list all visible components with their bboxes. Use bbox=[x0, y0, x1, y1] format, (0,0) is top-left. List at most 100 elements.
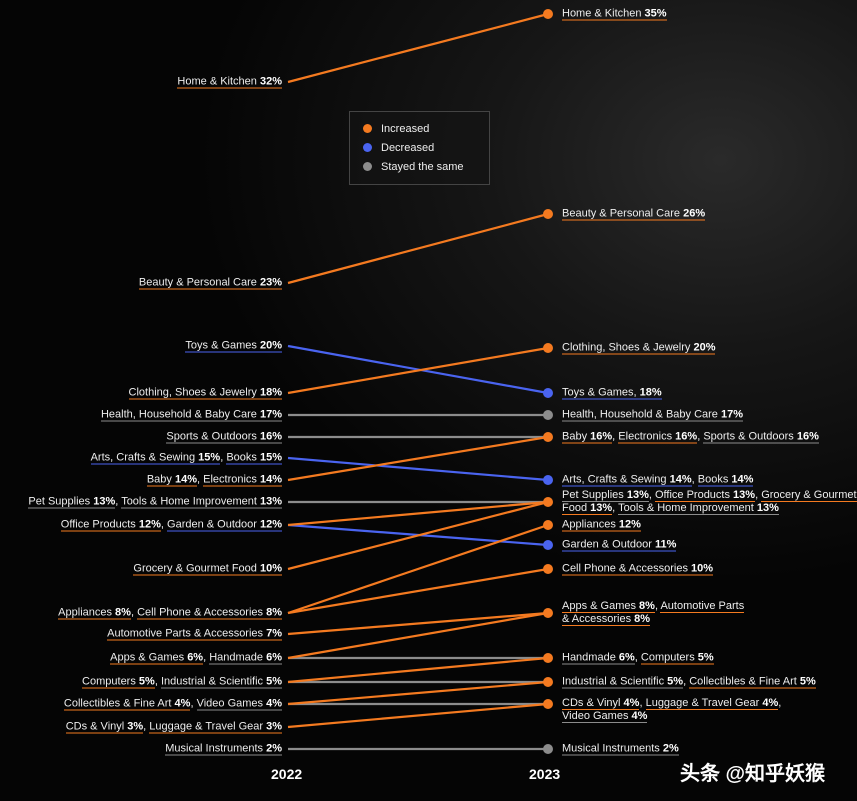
category-value: 2% bbox=[662, 742, 679, 755]
category-name: Automotive Parts & Accessories bbox=[562, 600, 745, 625]
category-value: 12% bbox=[138, 518, 161, 531]
category-value: 4% bbox=[266, 697, 282, 710]
category-name: Electronics bbox=[618, 430, 676, 443]
left-label-group: Health, Household & Baby Care 17% bbox=[100, 408, 282, 422]
category-name: Computers bbox=[640, 651, 698, 664]
category-name: Grocery & Gourmet Food bbox=[562, 489, 857, 514]
category-name: Home & Kitchen bbox=[177, 75, 260, 88]
category-name: Handmade bbox=[209, 651, 267, 664]
category-label: Sports & Outdoors 16% bbox=[166, 430, 282, 444]
category-label: Luggage & Travel Gear 3% bbox=[149, 720, 282, 734]
endpoint-dot bbox=[543, 9, 553, 19]
right-label-group: Cell Phone & Accessories 10% bbox=[562, 562, 857, 576]
category-label: Apps & Games 8% bbox=[562, 600, 655, 613]
endpoint-dot bbox=[543, 497, 553, 507]
category-label: Home & Kitchen 35% bbox=[562, 7, 667, 21]
right-label-group: Musical Instruments 2% bbox=[562, 742, 857, 756]
category-label: Beauty & Personal Care 23% bbox=[138, 276, 282, 290]
category-label: Video Games 4% bbox=[196, 697, 282, 711]
increased-dot-icon bbox=[363, 124, 372, 133]
category-value: 6% bbox=[187, 651, 204, 664]
category-name: Automotive Parts & Accessories bbox=[107, 627, 267, 640]
category-label: Collectibles & Fine Art 4% bbox=[63, 697, 191, 711]
category-name: Beauty & Personal Care bbox=[562, 207, 684, 220]
right-label-group: CDs & Vinyl 4%, Luggage & Travel Gear 4%… bbox=[562, 697, 812, 723]
category-value: 20% bbox=[693, 341, 716, 354]
category-name: Baby bbox=[562, 430, 591, 443]
category-name: Sports & Outdoors bbox=[166, 430, 260, 443]
slope-line bbox=[287, 500, 549, 571]
category-value: 15% bbox=[198, 451, 221, 464]
left-label-group: Automotive Parts & Accessories 7% bbox=[107, 627, 282, 641]
legend-label: Decreased bbox=[381, 141, 435, 154]
watermark: 头条 @知乎妖猴 bbox=[680, 763, 826, 785]
endpoint-dot bbox=[543, 608, 553, 618]
category-label: Toys & Games, 18% bbox=[562, 386, 662, 400]
category-label: Sports & Outdoors 16% bbox=[703, 430, 819, 444]
separator: , bbox=[160, 518, 168, 531]
category-value: 6% bbox=[266, 651, 282, 664]
category-name: Computers bbox=[82, 675, 139, 688]
separator: , bbox=[634, 651, 641, 664]
slope-line bbox=[287, 435, 549, 482]
category-label: Cell Phone & Accessories 8% bbox=[137, 606, 282, 620]
category-value: 20% bbox=[259, 339, 282, 352]
separator: , bbox=[203, 651, 210, 664]
category-value: 13% bbox=[93, 495, 116, 508]
left-label-group: Arts, Crafts & Sewing 15%, Books 15% bbox=[90, 451, 282, 465]
category-label: Musical Instruments 2% bbox=[165, 742, 282, 756]
left-label-group: CDs & Vinyl 3%, Luggage & Travel Gear 3% bbox=[65, 720, 282, 734]
category-name: Appliances bbox=[58, 606, 116, 619]
category-value: 13% bbox=[626, 489, 649, 501]
right-label-group: Industrial & Scientific 5%, Collectibles… bbox=[562, 675, 857, 689]
category-name: Arts, Crafts & Sewing bbox=[90, 451, 199, 464]
category-label: Cell Phone & Accessories 10% bbox=[562, 562, 714, 576]
endpoint-dot bbox=[543, 388, 553, 398]
category-name: Collectibles & Fine Art bbox=[63, 697, 175, 710]
category-label: Books 14% bbox=[697, 473, 754, 487]
endpoint-dot bbox=[543, 744, 553, 754]
category-label: Collectibles & Fine Art 5% bbox=[689, 675, 816, 689]
slope-line bbox=[287, 567, 549, 615]
separator: , bbox=[639, 697, 646, 709]
category-label: Industrial & Scientific 5% bbox=[160, 675, 282, 689]
category-name: Tools & Home Improvement bbox=[618, 502, 757, 514]
category-name: Pet Supplies bbox=[28, 495, 94, 508]
category-value: 12% bbox=[259, 518, 282, 531]
right-label-group: Health, Household & Baby Care 17% bbox=[562, 408, 857, 422]
slope-line bbox=[287, 702, 549, 729]
category-label: Automotive Parts & Accessories 8% bbox=[562, 600, 745, 626]
category-name: Video Games bbox=[562, 710, 632, 722]
category-name: Apps & Games bbox=[110, 651, 188, 664]
left-label-group: Collectibles & Fine Art 4%, Video Games … bbox=[63, 697, 282, 711]
category-name: Home & Kitchen bbox=[562, 7, 645, 20]
category-label: Baby 14% bbox=[146, 473, 197, 487]
legend-label: Increased bbox=[381, 122, 430, 135]
category-value: 16% bbox=[675, 430, 698, 443]
separator: , bbox=[612, 430, 619, 443]
legend-label: Stayed the same bbox=[381, 160, 464, 173]
endpoint-dot bbox=[543, 520, 553, 530]
slope-line bbox=[287, 611, 549, 660]
left-label-group: Toys & Games 20% bbox=[185, 339, 282, 353]
separator: , bbox=[612, 502, 619, 514]
separator: , bbox=[691, 473, 698, 486]
slope-line bbox=[287, 212, 549, 285]
category-label: Garden & Outdoor 11% bbox=[562, 538, 677, 552]
category-value: 14% bbox=[669, 473, 692, 486]
category-label: Office Products 13% bbox=[654, 489, 756, 502]
separator: , bbox=[778, 697, 782, 709]
year-label-2022: 2022 bbox=[271, 766, 303, 782]
decreased-dot-icon bbox=[363, 143, 372, 152]
category-name: Office Products bbox=[60, 518, 139, 531]
category-value: 8% bbox=[639, 600, 655, 612]
category-label: Beauty & Personal Care 26% bbox=[562, 207, 706, 221]
separator: , bbox=[196, 473, 204, 486]
right-label-group: Home & Kitchen 35% bbox=[562, 7, 857, 21]
category-value: 17% bbox=[259, 408, 282, 421]
separator: , bbox=[154, 675, 161, 688]
category-name: Industrial & Scientific bbox=[562, 675, 668, 688]
category-value: 16% bbox=[590, 430, 613, 443]
category-value: 15% bbox=[259, 451, 282, 464]
category-value: 8% bbox=[115, 606, 131, 619]
